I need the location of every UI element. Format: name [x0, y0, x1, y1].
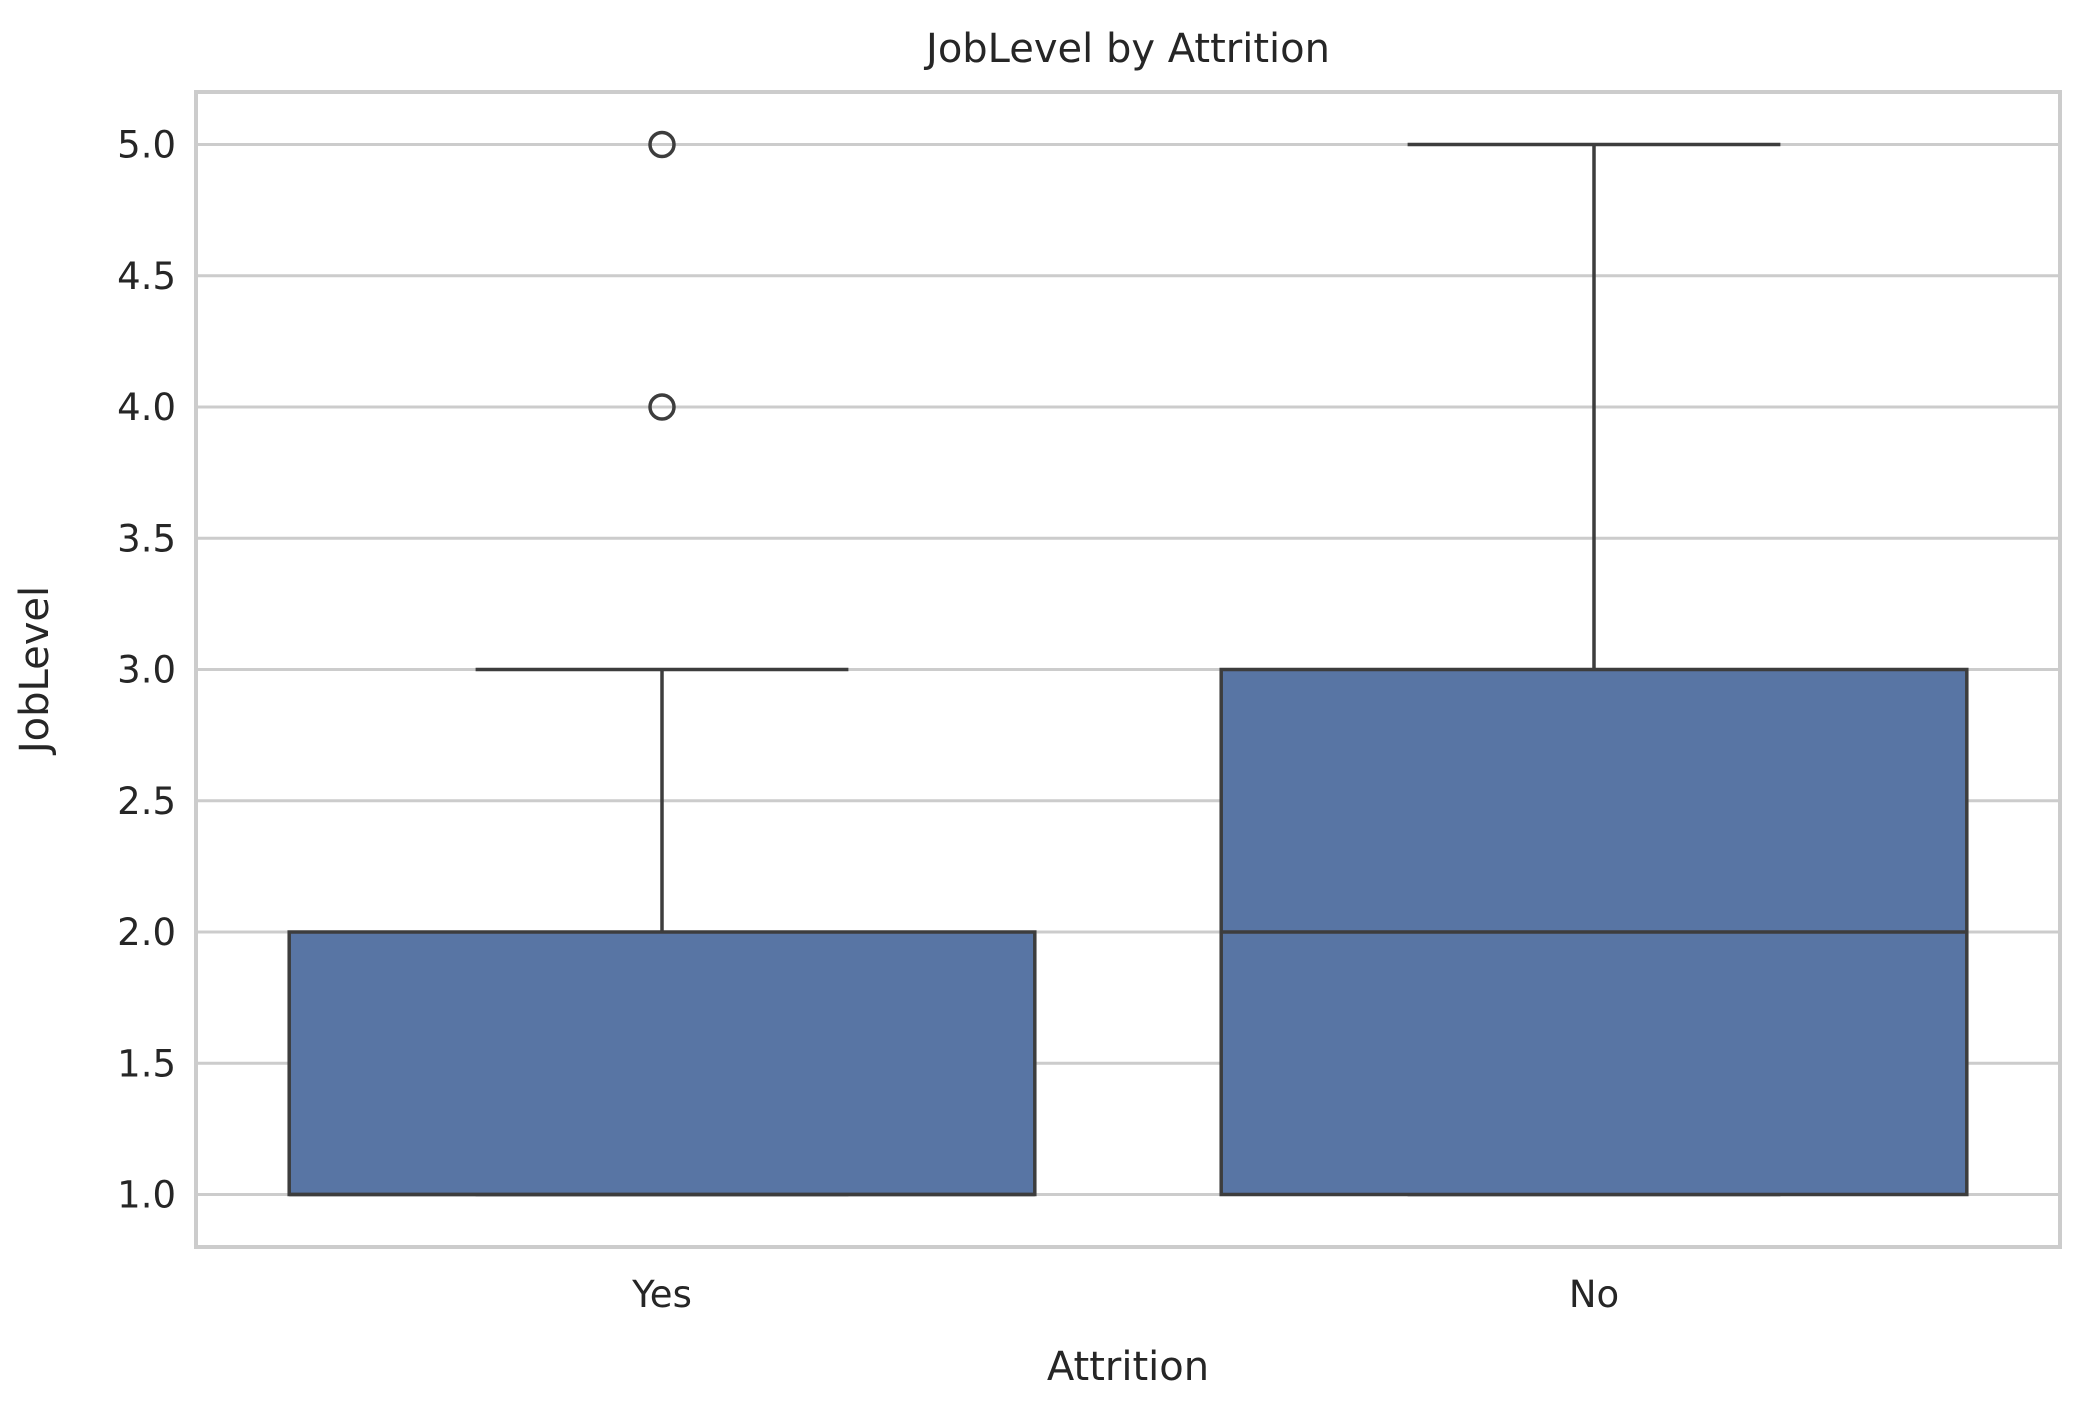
x-tick-label: No	[1569, 1273, 1619, 1316]
tick-layer: 1.0 1.5 2.0 2.5 3.0 3.5 4.0 4.5 5.0 Yes No	[117, 124, 1619, 1317]
box-layer	[287, 130, 1969, 1197]
y-tick-label: 5.0	[117, 124, 176, 167]
iqr-box	[287, 930, 1037, 1197]
y-tick-label: 3.5	[117, 517, 176, 560]
x-axis-title: Attrition	[1047, 1344, 1209, 1390]
chart-title: JobLevel by Attrition	[923, 26, 1330, 72]
box-group-no	[1219, 142, 1969, 1197]
outlier-point	[648, 130, 676, 159]
outlier-point	[648, 393, 676, 421]
x-tick-label: Yes	[631, 1273, 692, 1316]
y-tick-label: 1.0	[117, 1174, 176, 1217]
y-tick-label: 4.0	[117, 386, 176, 429]
y-tick-label: 3.0	[117, 649, 176, 692]
box-group-yes	[287, 130, 1037, 1197]
y-tick-label: 4.5	[117, 255, 176, 298]
y-tick-label: 2.5	[117, 780, 176, 823]
y-axis-title: JobLevel	[12, 586, 58, 756]
y-tick-label: 2.0	[117, 911, 176, 954]
plot-frame	[194, 90, 2062, 1249]
y-tick-label: 1.5	[117, 1042, 176, 1085]
